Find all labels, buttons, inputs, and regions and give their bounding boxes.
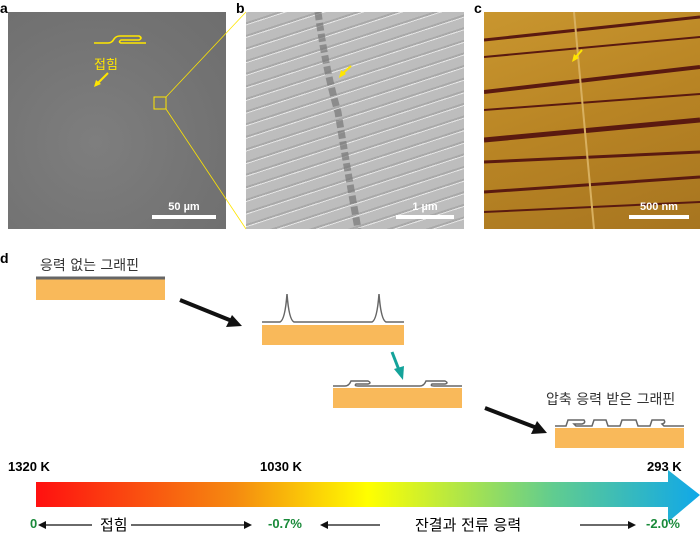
process-schematic [36,276,684,448]
strain-end: -2.0% [646,516,680,531]
temp-end: 293 K [647,459,682,474]
scale-bar-a: 50 µm [152,201,216,219]
scale-bar-label: 1 µm [412,201,438,213]
zoom-lines [165,11,247,230]
strain-start: 0 [30,516,38,531]
scale-bar-c: 500 nm [629,201,689,219]
arrow-icon [484,406,538,430]
arrow-icon [179,298,233,323]
stage-arrows [38,521,636,529]
strain-mid: -0.7% [268,516,302,531]
substrate-2 [262,325,404,345]
teal-arrow-icon [390,351,401,371]
temp-start: 1320 K [8,459,50,474]
panel-label-c: c [474,0,482,16]
substrate-3 [333,388,462,408]
fold-annotation: 접힘 [94,58,118,73]
stage-stress-label: 잔결과 전류 응력 [415,516,522,534]
unstrained-graphene-label: 응력 없는 그래핀 [40,258,140,274]
sem-image-a: 접힘 50 µm [8,12,226,229]
fold-icon [94,35,167,110]
substrate-1 [36,279,165,300]
graphene-compressed [555,419,684,427]
temp-mid: 1030 K [260,459,302,474]
panel-label-d: d [0,250,9,266]
panel-label-a: a [0,0,8,16]
graphene-folds [333,380,462,387]
afm-image-c: 500 nm [484,12,700,229]
compressed-graphene-label: 압축 응력 받은 그래핀 [546,392,676,408]
stage-folding-label: 접힘 [97,514,131,535]
sem-image-b: 1 µm [246,12,464,229]
scale-bar-label: 500 nm [640,201,678,213]
temperature-gradient-arrow [36,470,700,522]
scale-bar-label: 50 µm [168,201,200,213]
scale-bar-b: 1 µm [396,201,454,219]
panel-label-b: b [236,0,245,16]
substrate-4 [555,428,684,448]
graphene-wrinkles [262,293,404,323]
